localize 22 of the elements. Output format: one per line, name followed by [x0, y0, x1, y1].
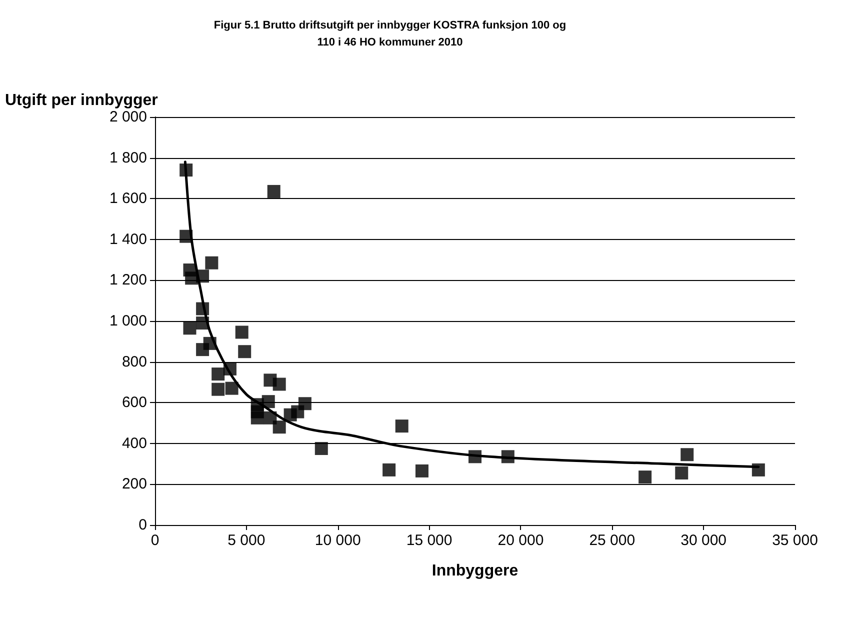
- x-tick-label: 0: [150, 532, 160, 549]
- y-tick-label: 600: [122, 394, 147, 412]
- y-tick-label: 1 000: [109, 312, 147, 330]
- y-tick-label: 200: [122, 476, 147, 493]
- y-tick-label: 1 400: [109, 230, 147, 248]
- y-tick-label: 0: [138, 516, 147, 534]
- y-tick-label: 800: [122, 353, 147, 370]
- x-tick-label: 10 000: [314, 532, 361, 549]
- y-tick-label: 400: [122, 434, 147, 452]
- x-tick-label: 30 000: [680, 532, 727, 549]
- y-tick-label: 1 200: [109, 272, 147, 289]
- x-tick-label: 25 000: [589, 532, 636, 549]
- y-tick-label: 1 800: [109, 149, 147, 166]
- chart-title: Figur 5.1 Brutto driftsutgift per innbygger KOSTRA funksjon 100 og 110 i 46 HO kommuner 2010: [214, 20, 566, 48]
- x-tick-label: 15 000: [406, 532, 452, 549]
- x-tick-label: 20 000: [498, 532, 544, 549]
- y-tick-label: 1 600: [109, 190, 147, 208]
- y-tick-label: 2 000: [109, 108, 147, 126]
- x-tick-label: 5 000: [228, 532, 266, 549]
- x-tick-label: 35 000: [772, 532, 818, 549]
- y-axis-title: Utgift per innbygger: [5, 92, 158, 110]
- x-axis-title: Innbyggere: [432, 562, 518, 580]
